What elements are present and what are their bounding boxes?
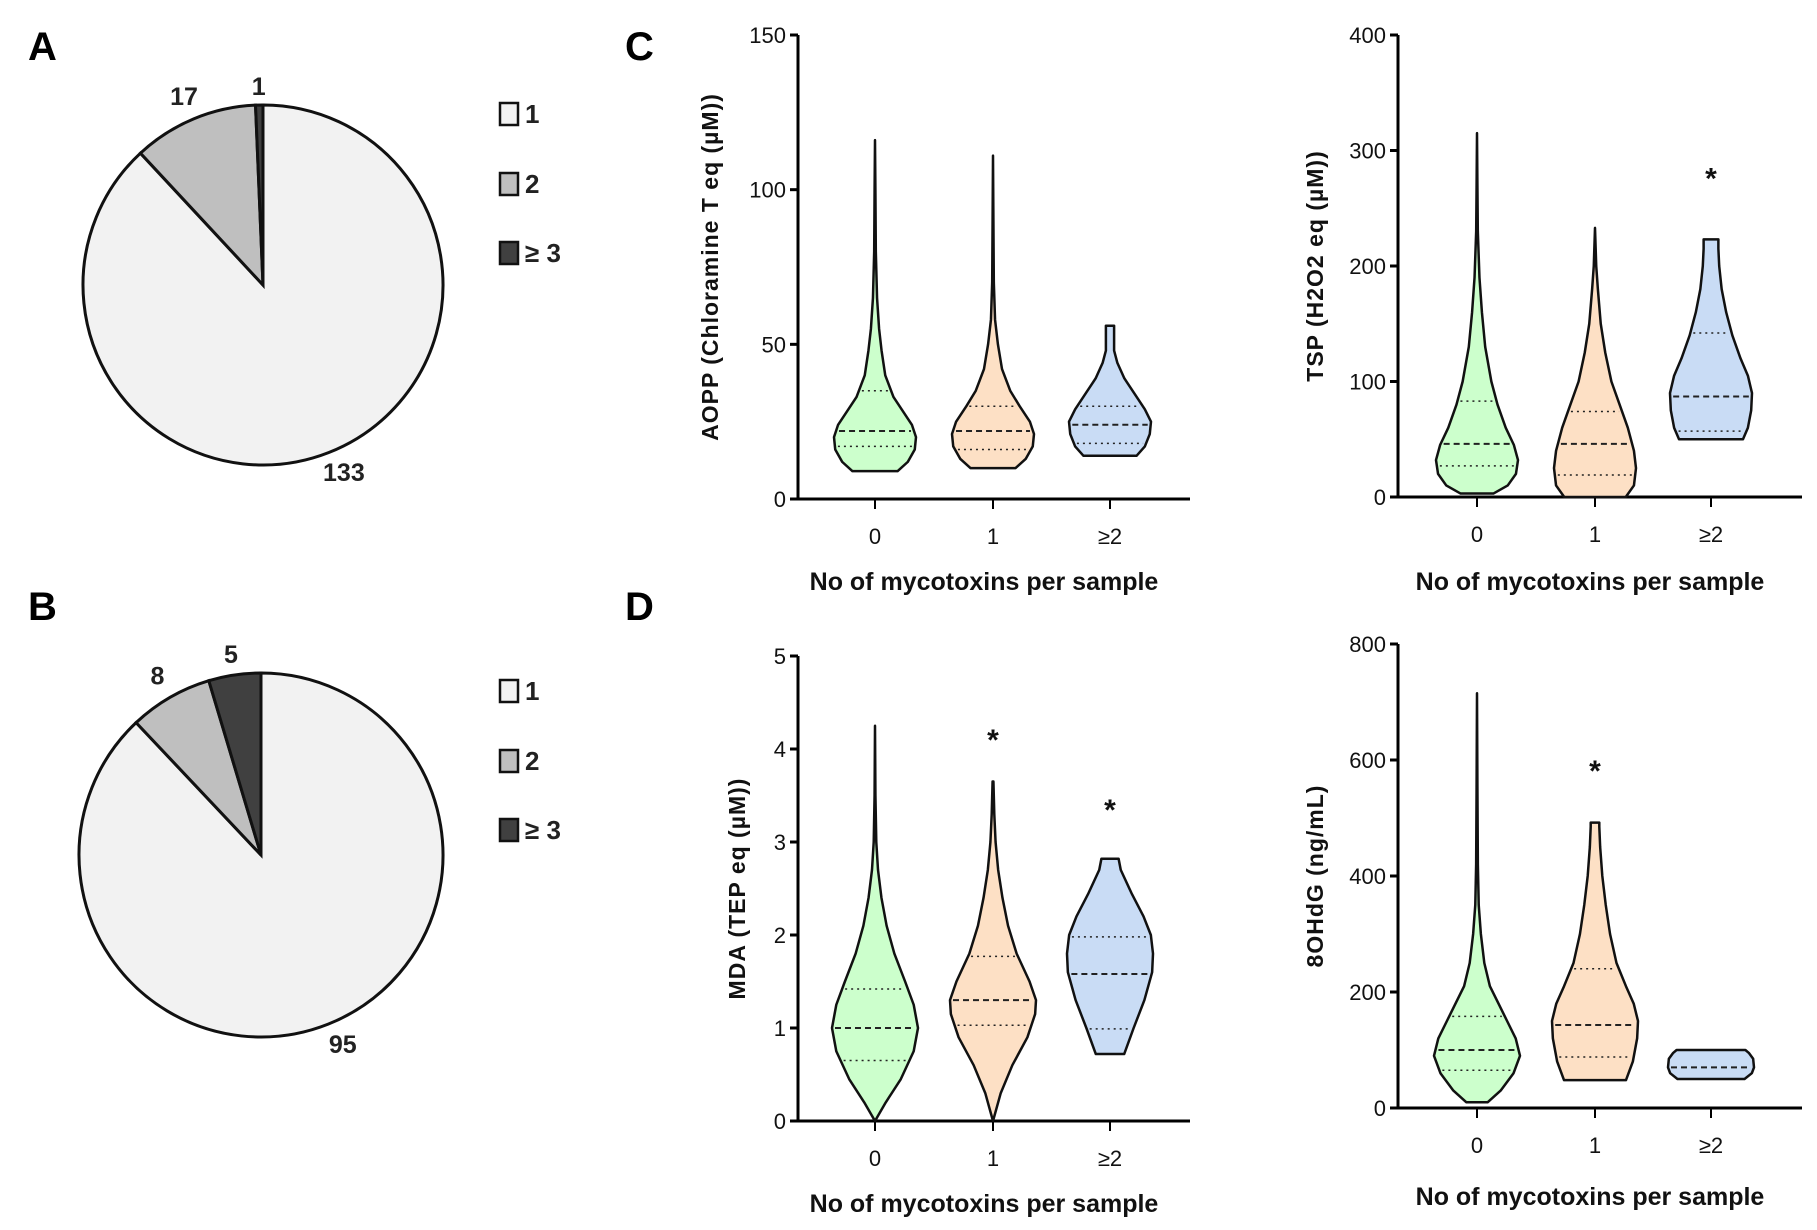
panel-label-c: C xyxy=(625,25,654,69)
legend-label: ≥ 3 xyxy=(525,238,561,268)
y-tick-label: 100 xyxy=(749,178,786,203)
significance-star: * xyxy=(1705,163,1717,196)
x-axis-label: No of mycotoxins per sample xyxy=(1416,1183,1765,1211)
y-tick-label: 150 xyxy=(749,23,786,48)
y-axis-label: TSP (H2O2 eq (µM)) xyxy=(1302,150,1328,381)
panel-label-d: D xyxy=(625,585,654,629)
pie-slice xyxy=(206,671,263,856)
y-tick-label: 0 xyxy=(774,487,786,512)
violin-0 xyxy=(830,724,920,1123)
y-axis-label: 8OHdG (ng/mL) xyxy=(1302,785,1328,968)
violin-1 xyxy=(1552,226,1638,499)
legend-swatch xyxy=(498,817,520,843)
y-tick-label: 50 xyxy=(762,332,786,357)
pie-slice xyxy=(253,103,265,286)
pie-value-label: 1 xyxy=(252,73,266,101)
violin-2 xyxy=(1666,1048,1756,1081)
pie-value-label: 17 xyxy=(170,83,198,111)
significance-star: * xyxy=(1589,755,1601,788)
y-tick-label: 0 xyxy=(1374,1096,1386,1121)
x-tick-label: 0 xyxy=(869,524,881,549)
x-tick-label: 1 xyxy=(987,1146,999,1171)
y-tick-label: 100 xyxy=(1349,370,1386,395)
pie-value-label: 5 xyxy=(224,641,238,669)
x-tick-label: ≥2 xyxy=(1098,1146,1122,1171)
y-tick-label: 400 xyxy=(1349,23,1386,48)
y-tick-label: 600 xyxy=(1349,748,1386,773)
violin-0 xyxy=(832,138,918,473)
x-axis-label: No of mycotoxins per sample xyxy=(1416,568,1765,596)
y-tick-label: 4 xyxy=(774,737,786,762)
violin-0 xyxy=(1434,131,1520,495)
y-tick-label: 800 xyxy=(1349,632,1386,657)
x-tick-label: 1 xyxy=(987,524,999,549)
legend-swatch xyxy=(498,171,520,197)
pie-value-label: 95 xyxy=(329,1031,357,1059)
pie-value-label: 8 xyxy=(151,663,165,691)
x-tick-label: 1 xyxy=(1589,522,1601,547)
legend-swatch xyxy=(498,748,520,774)
violin-chart-ohdg: 0 200 400 600 800 0 1 ≥2 8OHdG (ng/mL) No of myco… xyxy=(1302,632,1802,1211)
pie-chart-pieA: 133 1 17 2 1 ≥ 3 xyxy=(81,73,561,487)
legend-swatch xyxy=(498,678,520,704)
y-tick-label: 5 xyxy=(774,644,786,669)
violin-2 xyxy=(1668,238,1754,441)
legend-label: 1 xyxy=(525,676,539,706)
x-tick-label: 0 xyxy=(869,1146,881,1171)
x-axis-label: No of mycotoxins per sample xyxy=(810,1190,1159,1218)
y-tick-label: 200 xyxy=(1349,980,1386,1005)
y-tick-label: 400 xyxy=(1349,864,1386,889)
violin-1 xyxy=(948,780,1038,1123)
x-tick-label: ≥2 xyxy=(1098,524,1122,549)
x-tick-label: 1 xyxy=(1589,1133,1601,1158)
violin-2 xyxy=(1065,857,1155,1056)
y-tick-label: 0 xyxy=(1374,485,1386,510)
legend-label: 2 xyxy=(525,169,539,199)
x-tick-label: 0 xyxy=(1471,1133,1483,1158)
y-tick-label: 200 xyxy=(1349,254,1386,279)
panel-label-b: B xyxy=(28,585,57,629)
y-tick-label: 1 xyxy=(774,1016,786,1041)
y-tick-label: 2 xyxy=(774,923,786,948)
legend-swatch xyxy=(498,240,520,266)
x-tick-label: ≥2 xyxy=(1699,1133,1723,1158)
significance-star: * xyxy=(1104,794,1116,827)
violin-chart-tsp: 0 100 200 300 400 0 1 ≥2 TSP (H2O2 eq (µM)) No of… xyxy=(1302,23,1802,596)
y-tick-label: 3 xyxy=(774,830,786,855)
violin-chart-mda: 0 1 2 3 4 5 0 1 ≥2 MDA (TEP eq (µM)) No of mycotox… xyxy=(724,644,1190,1218)
x-axis-label: No of mycotoxins per sample xyxy=(810,568,1159,596)
violin-1 xyxy=(950,154,1036,470)
y-tick-label: 300 xyxy=(1349,139,1386,164)
x-tick-label: ≥2 xyxy=(1699,522,1723,547)
y-axis-label: AOPP (Chloramine T eq (µM)) xyxy=(697,93,723,441)
pie-value-label: 133 xyxy=(323,459,365,487)
significance-star: * xyxy=(987,724,999,757)
legend-label: 2 xyxy=(525,746,539,776)
x-tick-label: 0 xyxy=(1471,522,1483,547)
violin-chart-aopp: 0 50 100 150 0 1 ≥2 AOPP (Chloramine T eq (µM))… xyxy=(697,23,1190,596)
panel-label-a: A xyxy=(28,25,57,69)
legend-swatch xyxy=(498,101,520,127)
legend-label: ≥ 3 xyxy=(525,815,561,845)
y-tick-label: 0 xyxy=(774,1109,786,1134)
violin-1 xyxy=(1550,821,1640,1082)
violin-2 xyxy=(1067,324,1153,457)
legend-label: 1 xyxy=(525,99,539,129)
pie-chart-pieB: 95 1 8 2 5 ≥ 3 xyxy=(77,641,561,1059)
violin-0 xyxy=(1432,692,1522,1104)
pie-slice xyxy=(138,103,265,289)
y-axis-label: MDA (TEP eq (µM)) xyxy=(724,778,750,1000)
